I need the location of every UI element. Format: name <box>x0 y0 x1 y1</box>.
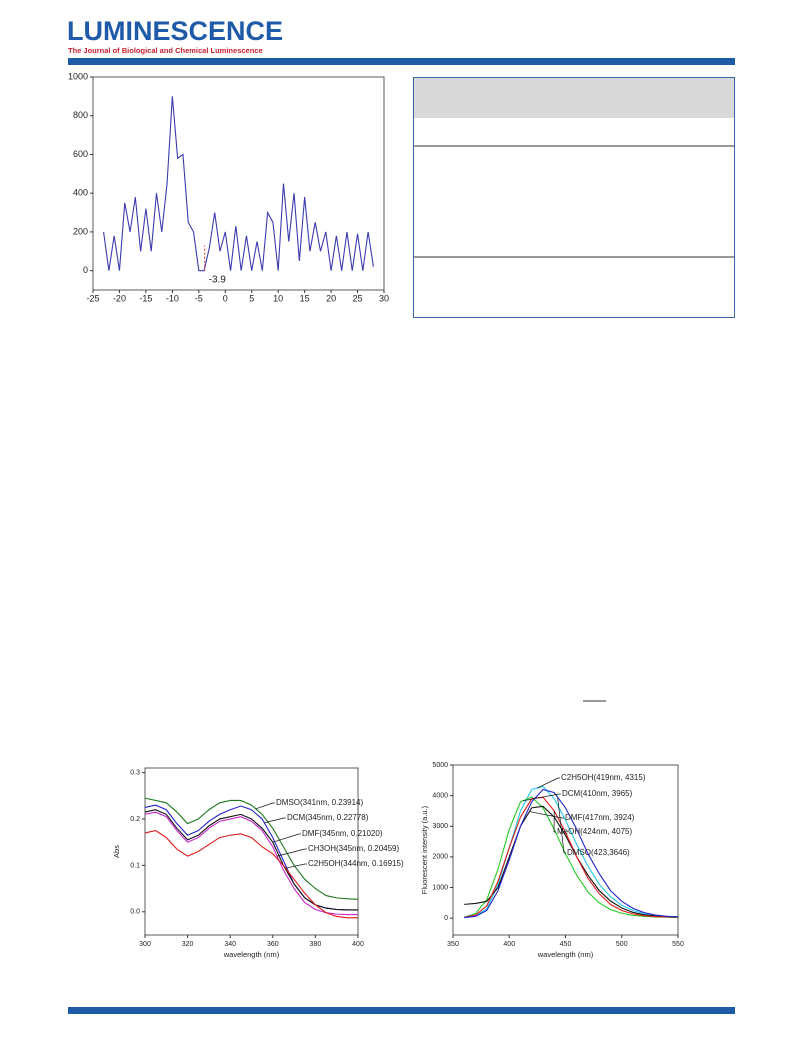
x-tick-label: -10 <box>166 293 179 303</box>
y-tick-label: 400 <box>73 188 88 198</box>
leader-line <box>557 797 565 854</box>
table-header <box>414 78 734 118</box>
x-axis-label: wavelength (nm) <box>223 950 280 959</box>
x-tick-label: 25 <box>353 293 363 303</box>
series-line <box>464 785 679 919</box>
series-label: DMF(417nm, 3924) <box>565 813 635 822</box>
annotation-label: -3.9 <box>209 274 227 285</box>
y-tick-label: 800 <box>73 110 88 120</box>
y-tick-label: 1000 <box>432 884 448 891</box>
series-label: DCM(410nm, 3965) <box>562 789 633 798</box>
y-axis-label: Abs <box>112 845 121 858</box>
series-line <box>464 796 679 918</box>
y-tick-label: 0.1 <box>130 862 140 869</box>
x-tick-label: 300 <box>139 941 151 948</box>
series-label: C2H5OH(344nm, 0.16915) <box>308 859 404 868</box>
x-tick-label: 400 <box>352 941 364 948</box>
series-label: DMSO(423,3646) <box>567 848 630 857</box>
journal-title: LUMINESCENCE <box>67 16 283 46</box>
leader-line <box>285 863 306 869</box>
y-tick-label: 0.3 <box>130 769 140 776</box>
y-tick-label: 5000 <box>432 762 448 769</box>
series-label: DMF(345nm, 0.21020) <box>302 829 383 838</box>
x-tick-label: 5 <box>249 293 254 303</box>
x-tick-label: 20 <box>326 293 336 303</box>
x-tick-label: 400 <box>503 941 515 948</box>
x-axis-label: wavelength (nm) <box>537 950 594 959</box>
x-tick-label: -20 <box>113 293 126 303</box>
leader-line <box>255 802 274 810</box>
y-tick-label: 1000 <box>68 71 88 81</box>
y-tick-label: 600 <box>73 149 88 159</box>
x-tick-label: 550 <box>672 941 684 948</box>
x-tick-label: 10 <box>273 293 283 303</box>
plot-frame <box>144 767 359 936</box>
series-line <box>144 797 359 900</box>
x-tick-label: 340 <box>224 941 236 948</box>
y-tick-label: 4000 <box>432 792 448 799</box>
series-label: DMSO(341nm, 0.23914) <box>276 798 363 807</box>
table-frame <box>413 77 735 318</box>
x-tick-label: 350 <box>447 941 459 948</box>
x-tick-label: 500 <box>616 941 628 948</box>
footer-bar <box>68 1007 735 1014</box>
x-tick-label: -15 <box>139 293 152 303</box>
series-line <box>144 830 358 919</box>
leader-line <box>264 817 285 824</box>
series-line <box>464 788 679 919</box>
y-tick-label: 0.0 <box>130 909 140 916</box>
x-tick-label: -25 <box>86 293 99 303</box>
header-bar <box>68 58 735 65</box>
series-line <box>464 796 679 919</box>
y-tick-label: 2000 <box>432 854 448 861</box>
x-tick-label: 320 <box>182 941 194 948</box>
leader-line <box>537 777 559 789</box>
series-label: MeOH(424nm, 4075) <box>557 827 632 836</box>
leader-line <box>272 833 300 843</box>
y-tick-label: 0 <box>444 915 448 922</box>
leader-line <box>529 811 563 819</box>
series-label: DCM(345nm, 0.22778) <box>287 813 369 822</box>
y-tick-label: 200 <box>73 226 88 236</box>
series-line <box>464 805 679 918</box>
y-tick-label: 0.2 <box>130 816 140 823</box>
x-tick-label: 360 <box>267 941 279 948</box>
x-tick-label: 0 <box>223 293 228 303</box>
x-tick-label: 30 <box>379 293 389 303</box>
journal-subtitle: The Journal of Biological and Chemical L… <box>68 46 263 55</box>
series-label: C2H5OH(419nm, 4315) <box>561 773 646 782</box>
table-box <box>413 77 735 702</box>
x-tick-label: 380 <box>310 941 322 948</box>
plot-frame <box>92 76 385 291</box>
y-tick-label: 0 <box>83 265 88 275</box>
y-axis-label: Fluorescent intensity (a.u.) <box>420 805 429 894</box>
leader-line <box>276 848 306 857</box>
series-line <box>144 811 358 916</box>
x-tick-label: 450 <box>560 941 572 948</box>
series-line <box>144 809 358 911</box>
series-line <box>103 96 374 272</box>
leader-line <box>522 793 560 802</box>
y-tick-label: 3000 <box>432 823 448 830</box>
series-label: CH3OH(345nm, 0.20459) <box>308 844 399 853</box>
x-tick-label: -5 <box>195 293 203 303</box>
x-tick-label: 15 <box>300 293 310 303</box>
